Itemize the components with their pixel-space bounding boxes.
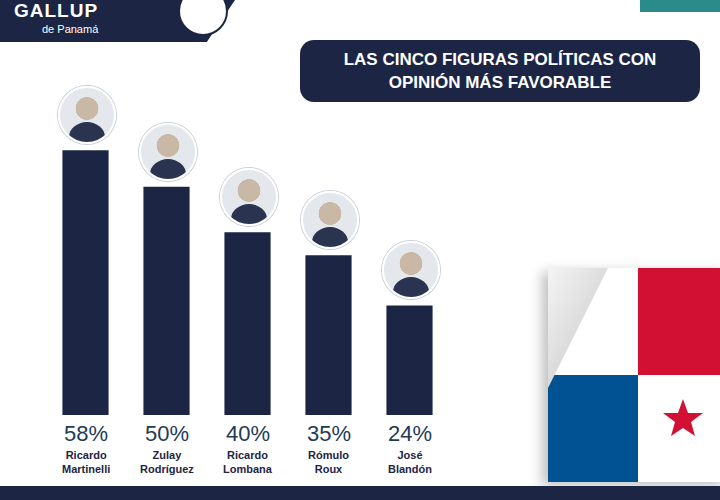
svg-text:50%: 50%: [145, 421, 189, 446]
html-text:GALLUP: GALLUP: [14, 0, 99, 21]
html-text:de Panamá: de Panamá: [42, 23, 99, 35]
svg-text:RómuloRoux: RómuloRoux: [308, 449, 349, 475]
svg-text:JoséBlandón: JoséBlandón: [388, 449, 432, 475]
svg-text:ZulayRodríguez: ZulayRodríguez: [140, 449, 194, 475]
svg-text:58%: 58%: [64, 421, 108, 446]
svg-text:RicardoMartinelli: RicardoMartinelli: [62, 449, 110, 475]
svg-text:40%: 40%: [226, 421, 270, 446]
html-text:LAS CINCO FIGURAS POLÍTICAS CO: LAS CINCO FIGURAS POLÍTICAS CON OPINIÓN …: [343, 50, 657, 92]
svg-text:24%: 24%: [388, 421, 432, 446]
svg-text:RicardoLombana: RicardoLombana: [223, 449, 273, 475]
svg-text:35%: 35%: [307, 421, 351, 446]
